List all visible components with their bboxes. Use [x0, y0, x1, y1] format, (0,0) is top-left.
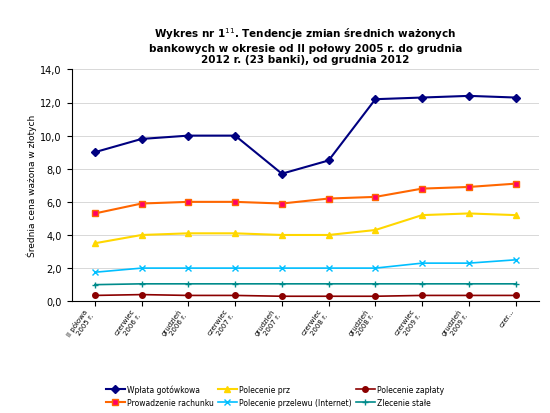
Title: Wykres nr 1$^{11}$. Tendencje zmian średnich ważonych
bankowych w okresie od II : Wykres nr 1$^{11}$. Tendencje zmian śred… [148, 26, 462, 65]
Line: Prowadzenie rachunku: Prowadzenie rachunku [92, 181, 519, 217]
Polecenie zapłaty [465, 293, 472, 298]
Wpłata gotówkowa [139, 137, 145, 142]
Polecenie przelewu (Internet) [419, 261, 426, 266]
Prowadzenie rachunku [278, 202, 285, 206]
Zlecenie stałe [278, 282, 285, 287]
Prowadzenie rachunku [419, 187, 426, 192]
Wpłata gotówkowa [232, 134, 239, 139]
Line: Zlecenie stałe: Zlecenie stałe [92, 281, 519, 288]
Polecenie zapłaty [232, 293, 239, 298]
Polecenie przelewu (Internet) [232, 266, 239, 271]
Polecenie prz [278, 233, 285, 238]
Prowadzenie rachunku [372, 195, 378, 200]
Wpłata gotówkowa [185, 134, 192, 139]
Polecenie prz [91, 241, 98, 246]
Wpłata gotówkowa [419, 96, 426, 101]
Wpłata gotówkowa [278, 172, 285, 177]
Wpłata gotówkowa [513, 96, 519, 101]
Polecenie zapłaty [278, 294, 285, 299]
Polecenie przelewu (Internet) [185, 266, 192, 271]
Polecenie zapłaty [185, 293, 192, 298]
Zlecenie stałe [326, 282, 332, 287]
Polecenie prz [465, 211, 472, 216]
Polecenie zapłaty [372, 294, 378, 299]
Zlecenie stałe [91, 282, 98, 287]
Polecenie przelewu (Internet) [465, 261, 472, 266]
Zlecenie stałe [465, 282, 472, 287]
Polecenie zapłaty [513, 293, 519, 298]
Polecenie prz [185, 231, 192, 236]
Polecenie zapłaty [326, 294, 332, 299]
Polecenie prz [419, 213, 426, 218]
Prowadzenie rachunku [139, 202, 145, 206]
Zlecenie stałe [513, 282, 519, 287]
Zlecenie stałe [419, 282, 426, 287]
Prowadzenie rachunku [513, 182, 519, 187]
Polecenie przelewu (Internet) [372, 266, 378, 271]
Polecenie prz [513, 213, 519, 218]
Prowadzenie rachunku [465, 185, 472, 190]
Polecenie przelewu (Internet) [91, 270, 98, 275]
Polecenie przelewu (Internet) [513, 258, 519, 263]
Wpłata gotówkowa [326, 159, 332, 164]
Y-axis label: Średnia cena ważona w złotych: Średnia cena ważona w złotych [27, 115, 37, 257]
Line: Polecenie zapłaty: Polecenie zapłaty [92, 292, 519, 299]
Zlecenie stałe [372, 282, 378, 287]
Line: Polecenie prz: Polecenie prz [92, 211, 519, 247]
Polecenie zapłaty [419, 293, 426, 298]
Wpłata gotówkowa [372, 97, 378, 102]
Polecenie prz [139, 233, 145, 238]
Wpłata gotówkowa [465, 94, 472, 99]
Polecenie prz [232, 231, 239, 236]
Line: Polecenie przelewu (Internet): Polecenie przelewu (Internet) [91, 257, 519, 276]
Wpłata gotówkowa [91, 150, 98, 155]
Zlecenie stałe [139, 282, 145, 287]
Prowadzenie rachunku [326, 197, 332, 202]
Polecenie prz [372, 228, 378, 233]
Prowadzenie rachunku [91, 211, 98, 216]
Polecenie zapłaty [139, 292, 145, 297]
Polecenie przelewu (Internet) [278, 266, 285, 271]
Zlecenie stałe [185, 282, 192, 287]
Zlecenie stałe [232, 282, 239, 287]
Polecenie zapłaty [91, 293, 98, 298]
Line: Wpłata gotówkowa: Wpłata gotówkowa [92, 94, 519, 177]
Polecenie prz [326, 233, 332, 238]
Polecenie przelewu (Internet) [326, 266, 332, 271]
Polecenie przelewu (Internet) [139, 266, 145, 271]
Prowadzenie rachunku [232, 200, 239, 205]
Prowadzenie rachunku [185, 200, 192, 205]
Legend: Wpłata gotówkowa, Prowadzenie rachunku, Polecenie prz, Polecenie przelewu (Inter: Wpłata gotówkowa, Prowadzenie rachunku, … [103, 382, 447, 409]
